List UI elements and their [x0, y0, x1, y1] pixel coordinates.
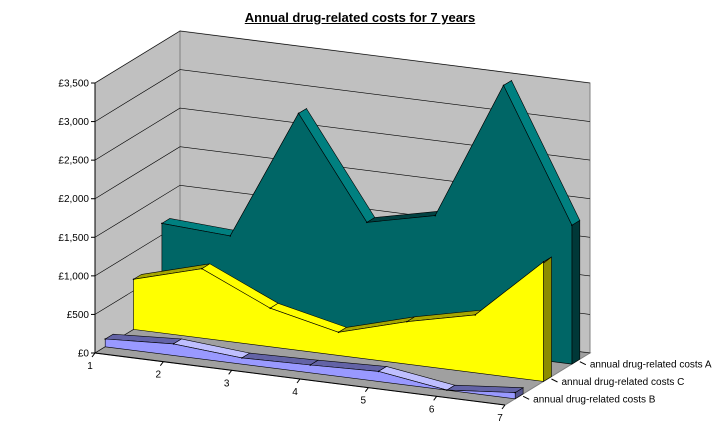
y-tick-label: £1,500: [58, 233, 89, 244]
x-tick-label: 5: [361, 396, 367, 407]
depth-tick-mark: [579, 361, 587, 366]
y-tick-label: £2,000: [58, 194, 89, 205]
data-point: [377, 370, 380, 373]
data-point: [446, 389, 448, 391]
series-depth-labels: annual drug-related costs A annual drug-r…: [522, 360, 712, 405]
y-tick-label: £500: [67, 310, 90, 321]
data-point: [229, 235, 231, 237]
data-point: [269, 307, 272, 309]
data-point: [161, 222, 163, 225]
series-front-face: [104, 338, 516, 400]
y-tick-label: £3,500: [58, 79, 89, 90]
gridline: [94, 30, 591, 84]
x-tick-mark: [91, 352, 96, 358]
series-annual-drug-related-costs-b: [104, 333, 525, 400]
data-point: [571, 224, 573, 227]
series-annual-drug-related-costs-a: [161, 79, 581, 365]
data-point: [201, 267, 203, 270]
data-point: [337, 331, 340, 334]
x-tick-label: 6: [429, 404, 435, 415]
series-label: annual drug-related costs A: [590, 360, 712, 371]
x-tick-label: 4: [292, 387, 298, 398]
y-tick-label: £3,000: [58, 117, 89, 128]
x-tick-mark: [228, 370, 233, 375]
x-tick-label: 3: [224, 378, 230, 389]
data-point: [502, 84, 505, 87]
x-axis: 1 2 3 4 5 6 7: [87, 352, 506, 424]
x-tick-label: 7: [497, 413, 503, 424]
series-end-cap: [543, 256, 552, 382]
data-point: [132, 278, 135, 281]
y-tick-label: £1,000: [58, 271, 89, 282]
x-tick-mark: [364, 387, 369, 392]
data-point: [366, 221, 368, 224]
series-end-cap: [571, 219, 581, 365]
data-point: [172, 343, 175, 345]
data-point: [309, 364, 312, 366]
depth-tick-mark: [522, 395, 530, 400]
y-axis: £0 £500 £1,000 £1,500 £2,000 £2,500 £3,000 £3,5…: [58, 79, 96, 360]
data-point: [434, 214, 437, 217]
y-tick-label: £0: [78, 349, 90, 360]
x-tick-mark: [159, 361, 164, 366]
data-point: [406, 320, 408, 323]
data-point: [297, 112, 300, 115]
x-tick-label: 2: [156, 370, 162, 381]
data-point: [514, 391, 516, 394]
x-tick-label: 1: [87, 361, 93, 372]
chart-title: Annual drug-related costs for 7 years: [244, 10, 476, 25]
series-front-face: [133, 261, 544, 382]
y-tick-label: £2,500: [58, 156, 89, 167]
gridline: [94, 69, 591, 122]
series-layer: [104, 79, 581, 400]
depth-tick-mark: [551, 378, 558, 383]
x-tick-mark: [501, 404, 506, 410]
series-front-face: [161, 84, 573, 365]
x-tick-mark: [433, 396, 438, 401]
data-point: [104, 338, 106, 340]
data-point: [542, 261, 545, 263]
series-label: annual drug-related costs C: [562, 377, 685, 388]
data-point: [241, 357, 243, 359]
series-label: annual drug-related costs B: [533, 394, 656, 405]
data-point: [474, 314, 477, 316]
series-annual-drug-related-costs-c: [132, 256, 552, 382]
x-tick-mark: [296, 378, 301, 384]
gridline: [94, 107, 591, 161]
